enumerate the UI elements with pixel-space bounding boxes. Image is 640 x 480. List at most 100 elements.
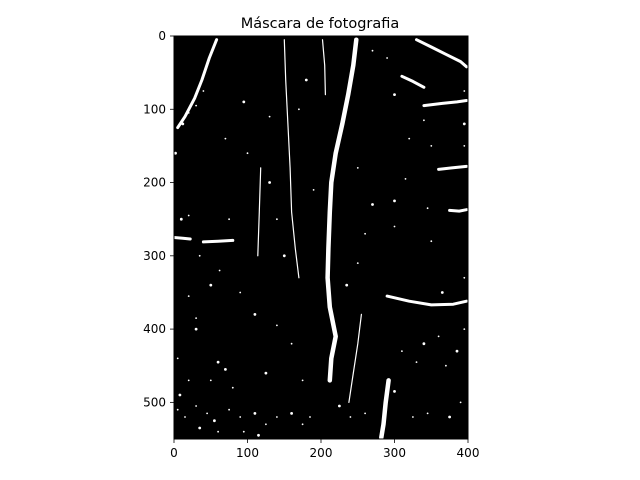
- mask-speck: [257, 433, 260, 437]
- horizontal-crack-5: [422, 99, 468, 108]
- mask-speck: [290, 342, 293, 345]
- mask-speck: [282, 254, 286, 258]
- mask-speck: [393, 93, 396, 96]
- mask-speck: [209, 379, 212, 382]
- mask-speck: [349, 416, 352, 418]
- mask-speck: [345, 283, 349, 287]
- x-axis: 0 100 200 300 400: [170, 439, 479, 460]
- horizontal-crack-10: [448, 208, 468, 213]
- mask-speck: [184, 416, 186, 418]
- lower-vertical-crack-1: [379, 378, 391, 439]
- mask-speck: [187, 379, 190, 382]
- mask-speck: [253, 313, 257, 316]
- x-tick-label: 400: [457, 446, 480, 460]
- mask-speck: [423, 119, 425, 122]
- mask-speck: [386, 57, 388, 59]
- mask-speck: [178, 393, 182, 397]
- mask-speck: [422, 342, 426, 346]
- mask-speck: [301, 423, 304, 426]
- mask-speck: [393, 225, 396, 228]
- mask-features: [174, 37, 468, 439]
- mask-speck: [463, 276, 466, 279]
- mask-speck: [393, 199, 396, 203]
- mask-speck: [304, 78, 308, 82]
- thin-vertical-crack-12: [257, 167, 262, 257]
- horizontal-crack-7: [400, 74, 426, 89]
- mask-speck: [224, 368, 227, 371]
- mask-speck: [426, 207, 429, 210]
- mask-speck: [309, 416, 311, 418]
- mask-background: [174, 36, 468, 439]
- x-tick-label: 200: [310, 446, 333, 460]
- mask-speck: [312, 189, 315, 191]
- mask-speck: [437, 335, 440, 338]
- thin-vertical-crack-14: [321, 39, 326, 96]
- thin-vertical-crack-11: [283, 39, 300, 279]
- y-tick-label: 500: [143, 395, 166, 409]
- mask-speck: [228, 408, 231, 411]
- mask-speck: [217, 430, 220, 433]
- mask-speck: [246, 152, 249, 155]
- mask-speck: [404, 178, 407, 180]
- mask-speck: [338, 404, 341, 408]
- mask-speck: [448, 415, 451, 419]
- mask-speck: [253, 412, 257, 415]
- mask-speck: [268, 115, 271, 118]
- mask-speck: [276, 416, 278, 418]
- y-tick-label: 300: [143, 249, 166, 263]
- thin-vertical-crack-13: [348, 313, 362, 403]
- mask-speck: [176, 357, 179, 360]
- mask-speck: [218, 269, 221, 272]
- y-tick-label: 200: [143, 176, 166, 190]
- mask-speck: [231, 386, 234, 389]
- mask-speck: [268, 181, 271, 184]
- mask-speck: [198, 426, 202, 430]
- mask-speck: [242, 430, 245, 433]
- mask-speck: [301, 379, 304, 382]
- left-diagonal-crack-2: [176, 38, 219, 130]
- mask-speck: [412, 416, 414, 418]
- mask-speck: [298, 108, 300, 111]
- mask-speck: [239, 416, 242, 418]
- mask-speck: [356, 262, 359, 264]
- mask-speck: [371, 203, 374, 206]
- mask-speck: [290, 412, 293, 415]
- mask-speck: [187, 295, 190, 297]
- horizontal-crack-3: [385, 294, 468, 307]
- mask-speck: [426, 412, 429, 415]
- mask-speck: [264, 371, 268, 375]
- mask-speck: [206, 412, 209, 415]
- mask-speck: [430, 240, 433, 243]
- mask-speck: [239, 291, 242, 294]
- mask-speck: [179, 217, 183, 221]
- plot-area: [174, 36, 468, 439]
- mask-speck: [198, 254, 201, 257]
- mask-speck: [415, 361, 418, 363]
- mask-speck: [463, 328, 466, 330]
- mask-speck: [216, 360, 220, 364]
- mask-speck: [195, 405, 198, 407]
- x-tick-label: 0: [170, 446, 178, 460]
- mask-speck: [187, 214, 190, 217]
- mask-speck: [462, 122, 466, 126]
- mask-specks: [174, 49, 466, 437]
- horizontal-crack-9: [201, 238, 235, 244]
- mask-speck: [401, 350, 403, 352]
- mask-speck: [364, 232, 366, 235]
- mask-speck: [440, 291, 444, 294]
- mask-speck: [194, 327, 198, 331]
- mask-speck: [364, 412, 366, 415]
- mask-speck: [224, 137, 227, 140]
- mask-speck: [228, 218, 231, 221]
- horizontal-crack-6: [415, 38, 468, 69]
- x-tick-label: 100: [236, 446, 259, 460]
- mask-speck: [393, 390, 396, 393]
- y-tick-label: 100: [143, 102, 166, 116]
- mask-speck: [430, 145, 433, 147]
- mask-speck: [445, 364, 447, 367]
- mask-speck: [242, 100, 246, 104]
- mask-speck: [459, 401, 462, 404]
- mask-speck: [463, 145, 466, 147]
- mask-speck: [195, 317, 198, 319]
